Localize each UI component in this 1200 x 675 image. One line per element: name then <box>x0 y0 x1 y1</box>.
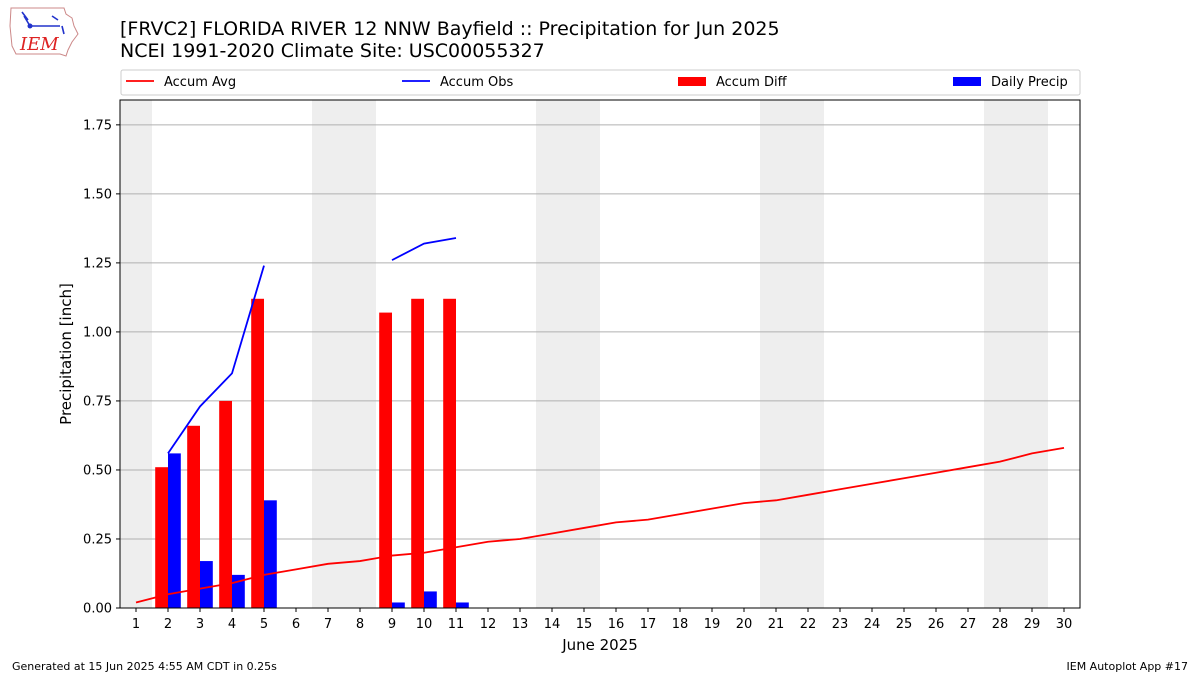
x-tick-label: 9 <box>388 617 396 632</box>
legend-label-accum-diff: Accum Diff <box>716 75 788 90</box>
x-tick-label: 24 <box>864 617 881 632</box>
x-tick-label: 28 <box>992 617 1009 632</box>
x-tick-label: 21 <box>768 617 785 632</box>
weather-symbols-icon <box>21 11 65 35</box>
x-tick-label: 7 <box>324 617 332 632</box>
accum-diff-bar-day-4 <box>219 400 232 608</box>
daily-precip-bar-day-10 <box>424 591 437 608</box>
y-tick-label: 1.50 <box>83 187 112 202</box>
daily-precip-bar-day-3 <box>200 561 213 608</box>
x-tick-label: 14 <box>544 617 561 632</box>
legend: Accum Avg Accum Obs Accum Diff Daily Precip <box>120 69 1081 96</box>
y-tick-label: 0.50 <box>83 463 112 478</box>
legend-swatch-accum-diff <box>678 77 706 86</box>
y-tick-label: 1.00 <box>83 325 112 340</box>
x-tick-label: 3 <box>196 617 204 632</box>
accum-avg-line-segment-1 <box>135 446 1065 604</box>
legend-label-accum-avg: Accum Avg <box>164 75 236 90</box>
daily-precip-bar-day-5 <box>264 500 277 608</box>
accum-obs-line-segment-1 <box>167 265 265 454</box>
lines <box>135 237 1065 604</box>
weekend-band-day-29 <box>1016 100 1048 608</box>
accum-diff-bar-day-5 <box>251 298 264 608</box>
accum-obs-line-segment-2 <box>391 237 457 261</box>
x-tick-label: 13 <box>512 617 529 632</box>
x-tick-label: 16 <box>608 617 625 632</box>
x-tick-label: 15 <box>576 617 593 632</box>
x-tick-label: 11 <box>448 617 465 632</box>
weekend-band-day-21 <box>760 100 792 608</box>
x-tick-label: 22 <box>800 617 817 632</box>
y-tick-label: 0.00 <box>83 602 112 617</box>
weekend-band-day-7 <box>312 100 344 608</box>
chart-title: [FRVC2] FLORIDA RIVER 12 NNW Bayfield ::… <box>120 18 780 40</box>
accum-diff-bar-day-2 <box>155 467 168 608</box>
x-tick-label: 20 <box>736 617 753 632</box>
legend-label-accum-obs: Accum Obs <box>440 75 513 90</box>
app-credit: IEM Autoplot App #17 <box>1066 660 1189 673</box>
chart-subtitle: NCEI 1991-2020 Climate Site: USC00055327 <box>120 40 545 62</box>
iowa-outline-icon <box>9 7 79 57</box>
x-tick-label: 27 <box>960 617 977 632</box>
iem-logo: IEM <box>9 7 79 57</box>
generated-timestamp: Generated at 15 Jun 2025 4:55 AM CDT in … <box>12 660 277 673</box>
y-tick-label: 1.25 <box>83 256 112 271</box>
logo-text: IEM <box>19 34 59 55</box>
x-tick-label: 19 <box>704 617 721 632</box>
daily-precip-bar-day-11 <box>456 602 469 608</box>
legend-frame <box>120 69 1081 96</box>
x-tick-label: 1 <box>132 617 140 632</box>
x-tick-label: 12 <box>480 617 497 632</box>
daily-precip-bar-day-2 <box>168 453 181 608</box>
weekend-band-day-22 <box>792 100 824 608</box>
weekend-band-day-28 <box>984 100 1016 608</box>
accum-diff-bar-day-9 <box>379 312 392 608</box>
x-tick-label: 5 <box>260 617 268 632</box>
accum-diff-bar-day-3 <box>187 425 200 608</box>
weekend-band-day-15 <box>568 100 600 608</box>
x-tick-label: 8 <box>356 617 364 632</box>
x-tick-label: 29 <box>1024 617 1041 632</box>
y-tick-label: 1.75 <box>83 118 112 133</box>
x-tick-label: 25 <box>896 617 913 632</box>
y-axis-label: Precipitation [inch] <box>57 283 75 425</box>
x-tick-label: 30 <box>1056 617 1073 632</box>
weekend-band-day-8 <box>344 100 376 608</box>
x-tick-label: 18 <box>672 617 689 632</box>
x-axis: 1 2 3 4 5 6 7 8 9 10 11 12 13 14 15 16 17 18 19 20 21 22 23 24 2… <box>132 608 1072 632</box>
x-axis-label: June 2025 <box>561 636 638 654</box>
x-tick-label: 4 <box>228 617 236 632</box>
daily-precip-bar-day-9 <box>392 602 405 608</box>
y-tick-label: 0.25 <box>83 532 112 547</box>
sun-icon <box>27 23 33 29</box>
weekend-band-day-1 <box>120 100 152 608</box>
weekend-band-day-14 <box>536 100 568 608</box>
legend-label-daily-precip: Daily Precip <box>991 75 1068 90</box>
legend-swatch-daily-precip <box>953 77 981 86</box>
x-tick-label: 26 <box>928 617 945 632</box>
plot-frame <box>119 99 1081 609</box>
accum-diff-bar-day-11 <box>443 298 456 608</box>
y-tick-label: 0.75 <box>83 394 112 409</box>
x-tick-label: 23 <box>832 617 849 632</box>
y-axis: 0.00 0.25 0.50 0.75 1.00 1.25 1.50 1.75 <box>83 118 120 617</box>
x-tick-label: 10 <box>416 617 433 632</box>
x-tick-label: 2 <box>164 617 172 632</box>
weekend-bands <box>120 100 1048 608</box>
x-tick-label: 6 <box>292 617 300 632</box>
bars <box>155 298 469 608</box>
x-tick-label: 17 <box>640 617 657 632</box>
accum-diff-bar-day-10 <box>411 298 424 608</box>
